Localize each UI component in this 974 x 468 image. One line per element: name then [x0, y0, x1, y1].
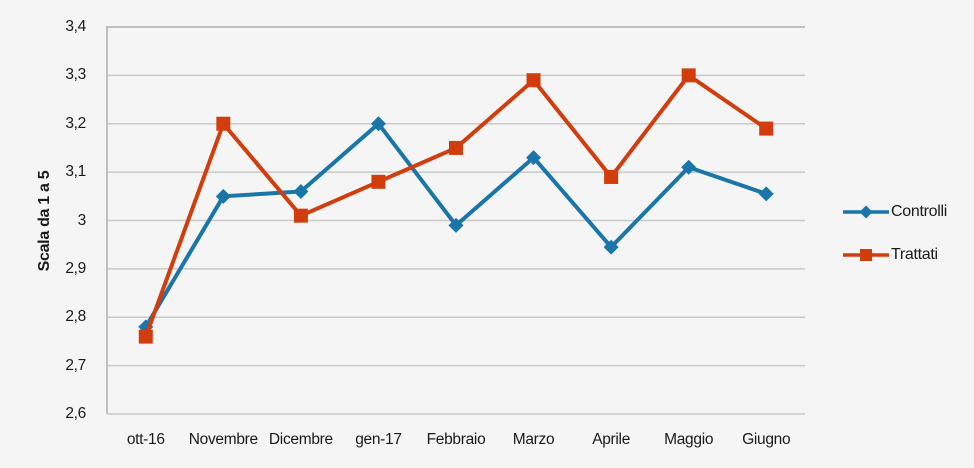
x-axis-label: Giugno	[742, 431, 791, 448]
trattati-point	[449, 140, 463, 155]
x-axis-label: Febbraio	[426, 431, 486, 448]
y-tick-label: 2,7	[65, 356, 86, 374]
legend-item-controlli: Controlli	[842, 203, 947, 221]
controlli-point	[370, 116, 386, 132]
y-tick-label: 2,9	[65, 259, 86, 277]
controlli-point	[293, 183, 309, 199]
trattati-point	[526, 73, 541, 88]
controlli-point	[758, 186, 774, 202]
x-axis-label: ott-16	[126, 431, 165, 448]
chart-legend: Controlli Trattati	[842, 203, 947, 264]
y-tick-label: 3,1	[65, 163, 86, 181]
trattati-line	[143, 73, 768, 338]
controlli-legend-point	[859, 205, 873, 219]
x-axis-label: Dicembre	[268, 431, 333, 448]
controlli-point	[215, 188, 231, 204]
trattati-point	[371, 174, 386, 189]
x-axis-label: Maggio	[664, 431, 714, 448]
controlli-legend-marker-icon	[843, 205, 889, 219]
legend-item-trattati: Trattati	[842, 246, 947, 264]
controlli-point	[448, 217, 464, 233]
trattati-point	[138, 329, 153, 344]
trattati-legend-marker-icon	[843, 249, 889, 261]
y-tick-label: 3,2	[65, 114, 86, 132]
trattati-point	[293, 208, 308, 223]
x-axis-label: Aprile	[592, 431, 631, 448]
x-axis-label: gen-17	[355, 431, 402, 448]
y-tick-label: 3,4	[65, 18, 86, 35]
legend-label-controlli: Controlli	[891, 203, 947, 220]
plot-border	[106, 26, 805, 414]
x-axis-label: Novembre	[188, 431, 258, 448]
y-tick-label: 2,6	[65, 405, 86, 422]
trattati-legend-point	[860, 249, 872, 261]
trattati-point	[604, 169, 619, 184]
controlli-point	[526, 150, 542, 166]
y-tick-label: 3	[77, 211, 87, 229]
controlli-point	[681, 159, 697, 175]
y-tick-label: 3,3	[65, 66, 86, 84]
trattati-point	[681, 68, 696, 83]
trattati-point	[216, 116, 231, 131]
controlli-point	[603, 239, 619, 255]
x-axis-label: Marzo	[512, 431, 555, 448]
trattati-point	[759, 121, 774, 136]
legend-label-trattati: Trattati	[891, 246, 938, 263]
y-tick-label: 2,8	[65, 308, 86, 326]
